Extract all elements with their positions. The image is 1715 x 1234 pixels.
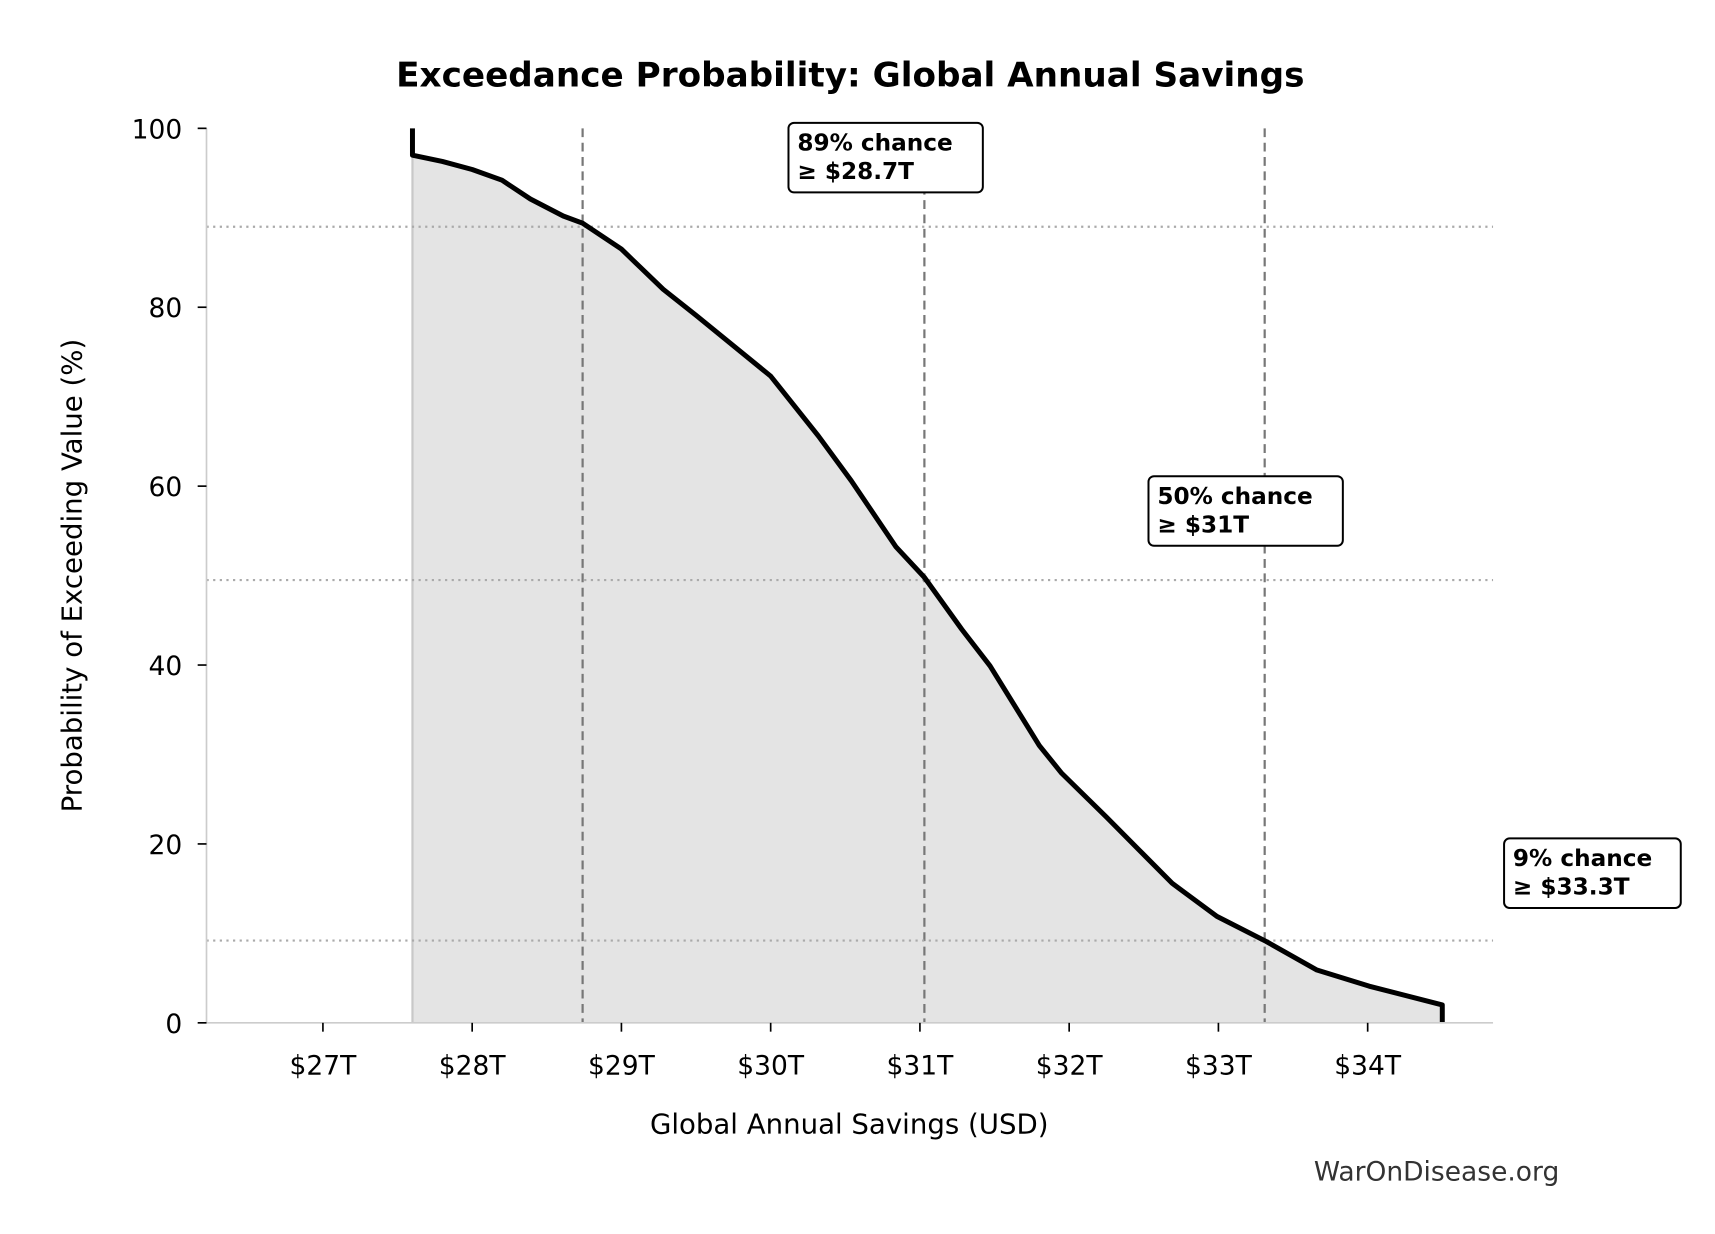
annotation-line-2: ≥ $31T: [1157, 512, 1249, 539]
annotation-line-1: 50% chance: [1157, 483, 1312, 510]
y-tick-label: 0: [165, 1009, 182, 1040]
x-tick-label: $28T: [439, 1051, 507, 1082]
x-tick-label: $29T: [588, 1051, 656, 1082]
annotation-line-2: ≥ $28.7T: [797, 158, 914, 185]
x-tick-label: $34T: [1334, 1051, 1402, 1082]
y-axis-label: Probability of Exceeding Value (%): [56, 339, 89, 813]
y-tick-label: 60: [148, 472, 182, 503]
y-tick-label: 40: [148, 651, 182, 682]
annotation-line-2: ≥ $33.3T: [1513, 874, 1630, 901]
x-axis-label: Global Annual Savings (USD): [650, 1107, 1049, 1140]
annotations: 89% chance≥ $28.7T 50% chance≥ $31T 9% cha…: [787, 121, 1682, 909]
x-tick-label: $33T: [1185, 1051, 1253, 1082]
y-tick-label: 100: [132, 114, 183, 145]
y-tick-label: 20: [148, 830, 182, 861]
watermark: WarOnDisease.org: [1314, 1157, 1559, 1188]
exceedance-curve: [409, 128, 1445, 1023]
annotation-line-1: 89% chance: [797, 129, 952, 156]
x-axis: $27T $28T $29T $30T $31T $32T $33T $34T: [290, 1022, 1402, 1082]
annotation-box: 89% chance≥ $28.7T: [787, 121, 984, 194]
x-tick-label: $31T: [887, 1051, 955, 1082]
annotation-frame: [1503, 837, 1682, 909]
x-tick-label: $32T: [1036, 1051, 1104, 1082]
chart-title: Exceedance Probability: Global Annual Sa…: [396, 55, 1304, 95]
x-tick-label: $30T: [737, 1051, 805, 1082]
annotation-frame: [787, 121, 984, 194]
annotation-frame: [1147, 475, 1344, 547]
annotation-box: 50% chance≥ $31T: [1147, 475, 1344, 547]
x-tick-label: $27T: [290, 1051, 358, 1082]
y-axis: 0 20 40 60 80 100: [132, 114, 207, 1040]
area-fill: [412, 155, 1443, 1023]
annotation-box: 9% chance≥ $33.3T: [1503, 837, 1682, 909]
plot-area: [205, 128, 1494, 1024]
y-tick-label: 80: [148, 293, 182, 324]
annotation-line-1: 9% chance: [1513, 845, 1652, 872]
